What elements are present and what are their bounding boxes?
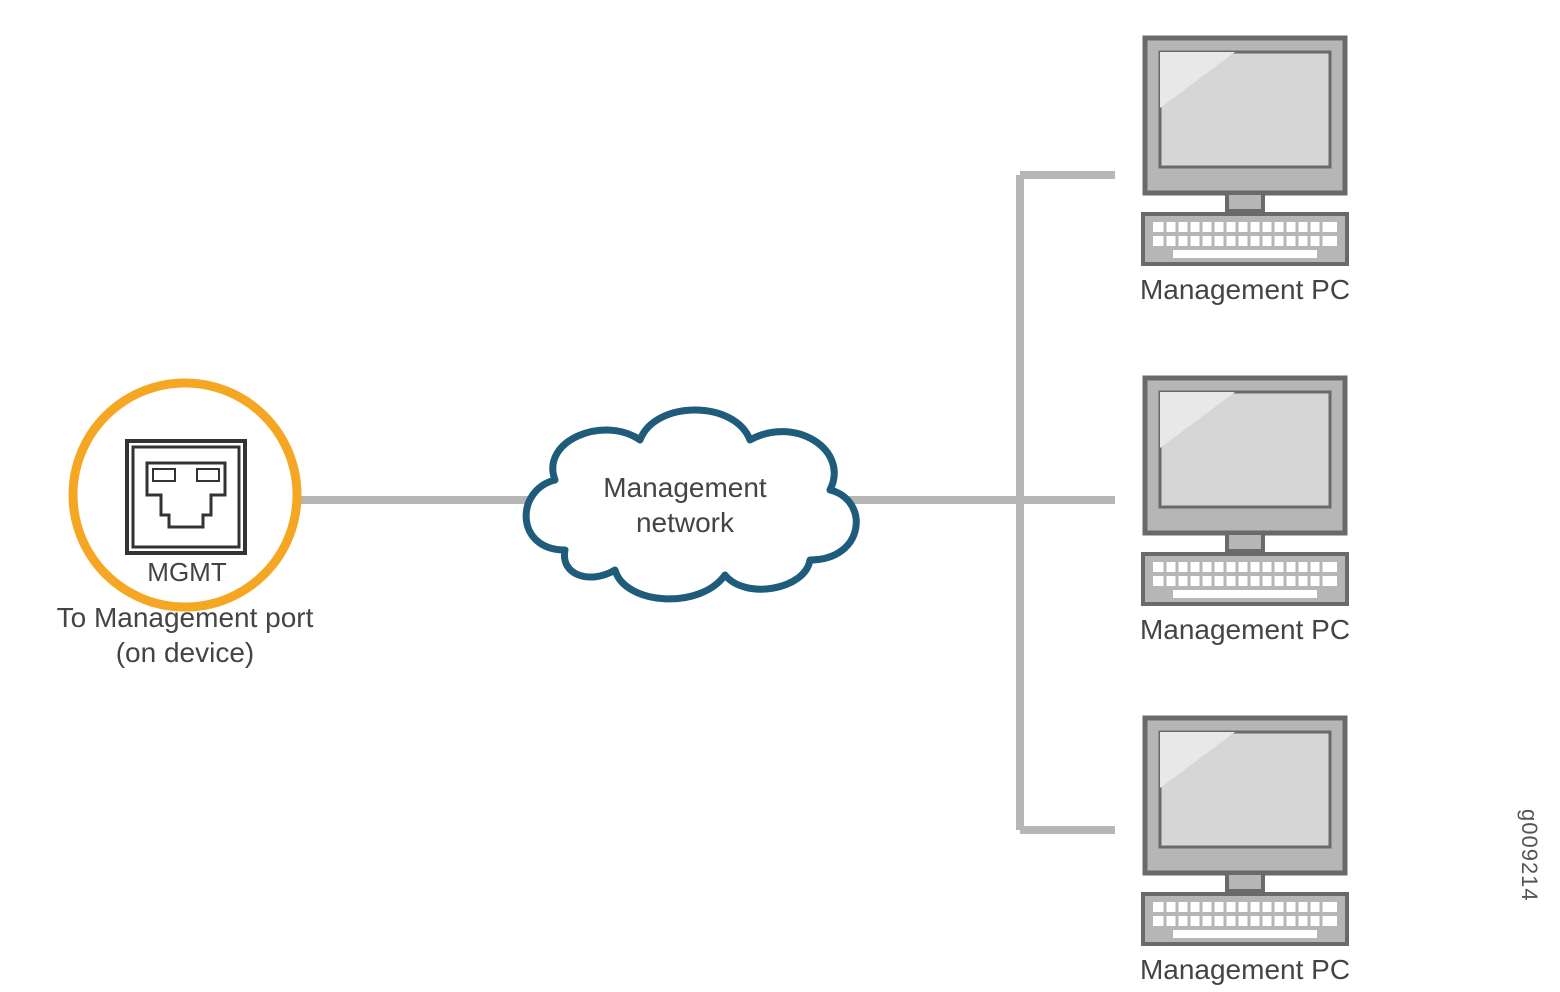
pc-icon-1 bbox=[1115, 28, 1375, 288]
mgmt-port-desc: To Management port (on device) bbox=[20, 600, 350, 670]
mgmt-port-label: MGMT bbox=[112, 556, 262, 589]
network-diagram: MGMT To Management port (on device) Mana… bbox=[0, 0, 1560, 992]
pc-icon-3 bbox=[1115, 708, 1375, 968]
pc-label-2: Management PC bbox=[1115, 612, 1375, 647]
pc-label-3: Management PC bbox=[1115, 952, 1375, 987]
pc-label-1: Management PC bbox=[1115, 272, 1375, 307]
pc-icon-2 bbox=[1115, 368, 1375, 628]
figure-id: g009214 bbox=[1516, 809, 1542, 902]
cloud-label: Management network bbox=[565, 470, 805, 540]
